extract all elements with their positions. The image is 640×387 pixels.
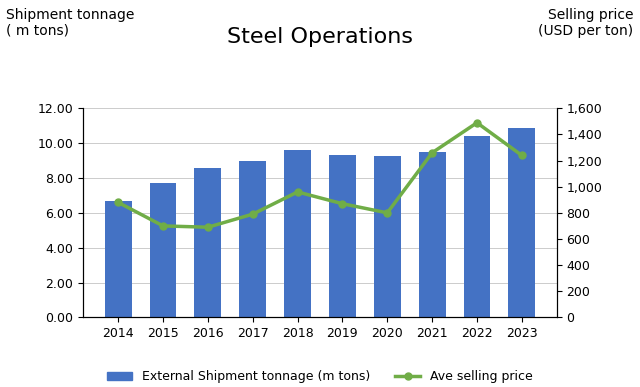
Bar [105,201,132,317]
Text: Shipment tonnage
( m tons): Shipment tonnage ( m tons) [6,8,135,38]
Bar [463,136,490,317]
Text: Selling price
(USD per ton): Selling price (USD per ton) [538,8,634,38]
Bar [508,128,535,317]
Bar [195,168,221,317]
Bar [150,183,177,317]
Text: Steel Operations: Steel Operations [227,27,413,47]
Bar [329,154,356,317]
Bar [374,156,401,317]
Bar [284,150,311,317]
Bar [419,152,445,317]
Legend: External Shipment tonnage (m tons), Ave selling price: External Shipment tonnage (m tons), Ave … [102,365,538,387]
Bar [239,161,266,317]
